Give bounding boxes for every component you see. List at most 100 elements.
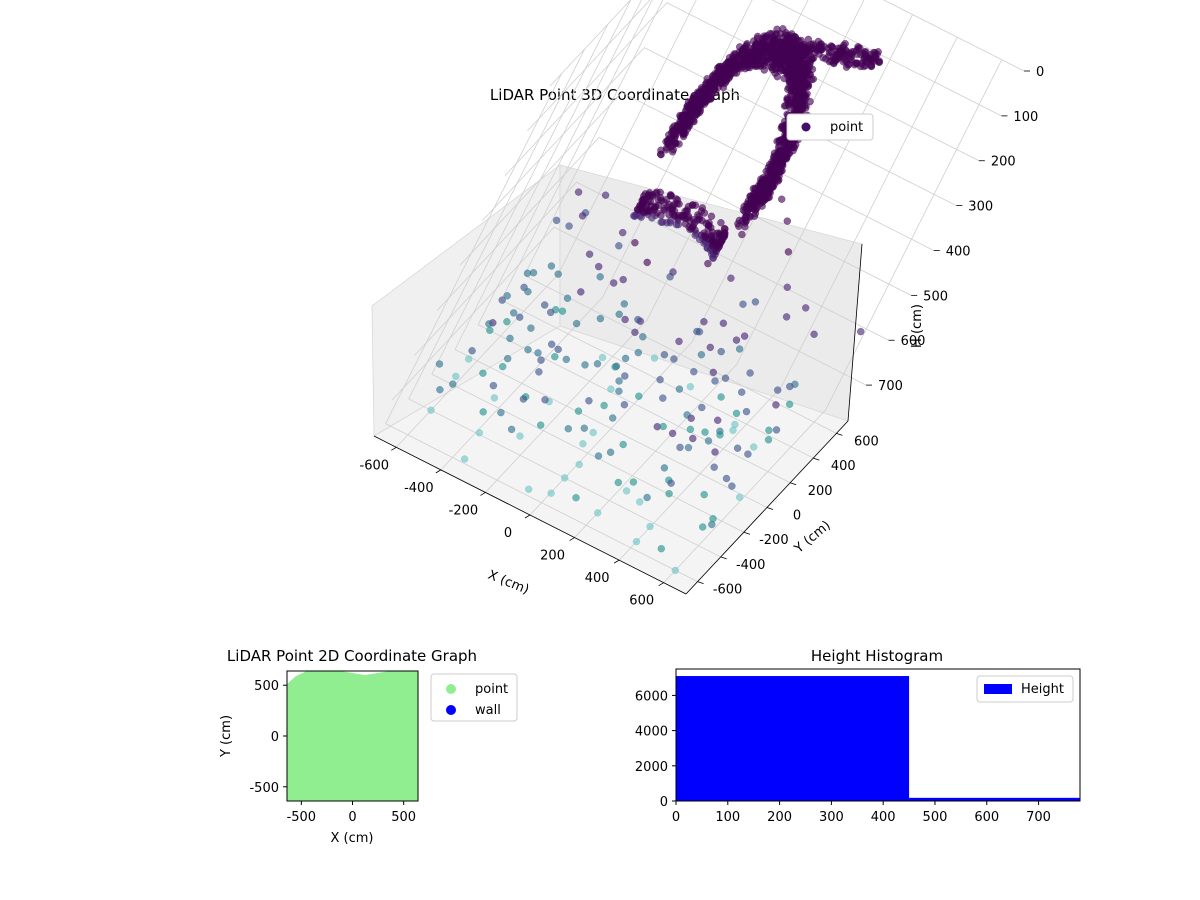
x-tick-label-histogram: 300 bbox=[819, 810, 844, 825]
point-3d bbox=[452, 372, 460, 381]
point-3d bbox=[677, 211, 686, 220]
y-tick-3d bbox=[813, 457, 820, 461]
point-3d bbox=[506, 334, 514, 343]
y-tick-label-3d: 400 bbox=[831, 459, 856, 474]
legend-2d-marker-point bbox=[446, 684, 456, 694]
gridline-h bbox=[527, 0, 1002, 132]
point-3d bbox=[608, 414, 617, 422]
point-3d bbox=[619, 275, 627, 284]
point-3d bbox=[683, 411, 691, 419]
x-tick-3d bbox=[480, 492, 486, 496]
x-tick-label-histogram: 700 bbox=[1026, 810, 1051, 825]
point-3d bbox=[593, 509, 602, 517]
x-axis-label-3d: X (cm) bbox=[486, 568, 531, 598]
point-3d bbox=[710, 463, 718, 471]
point-3d bbox=[436, 385, 444, 394]
point-3d bbox=[767, 63, 775, 71]
point-3d bbox=[615, 387, 623, 395]
point-3d bbox=[765, 175, 773, 183]
point-3d bbox=[698, 523, 707, 531]
point-3d bbox=[862, 48, 870, 56]
point-3d bbox=[524, 287, 532, 296]
point-3d bbox=[656, 188, 665, 197]
z-tick-label-3d: 700 bbox=[878, 379, 903, 394]
point-3d bbox=[639, 333, 647, 341]
point-3d bbox=[475, 429, 484, 437]
x-tick-label-histogram: 200 bbox=[767, 810, 792, 825]
point-3d bbox=[675, 337, 683, 346]
point-3d bbox=[786, 382, 794, 391]
point-3d bbox=[536, 421, 545, 429]
point-3d bbox=[704, 259, 712, 268]
point-3d bbox=[697, 207, 706, 215]
point-3d bbox=[707, 212, 716, 221]
x-tick-3d bbox=[569, 537, 575, 541]
point-3d bbox=[794, 46, 802, 55]
y-tick-label-3d: -200 bbox=[759, 533, 789, 548]
point-3d bbox=[547, 489, 555, 497]
point-3d bbox=[712, 88, 720, 96]
point-3d bbox=[572, 319, 581, 328]
x-tick-label-2d: 500 bbox=[391, 810, 416, 825]
gridline-y bbox=[454, 349, 768, 508]
legend-histogram-box bbox=[976, 675, 1074, 703]
point-3d bbox=[691, 201, 700, 210]
point-3d bbox=[585, 250, 594, 258]
chart-3d: LiDAR Point 3D Coordinate Graph -600-400… bbox=[360, 0, 1044, 609]
point-3d bbox=[782, 313, 791, 321]
point-3d bbox=[804, 64, 812, 73]
z-tick-label-3d: 300 bbox=[968, 200, 993, 215]
point-3d bbox=[489, 381, 498, 390]
point-3d bbox=[759, 179, 767, 187]
point-3d bbox=[672, 195, 680, 203]
y-tick-label-2d: 0 bbox=[271, 730, 279, 745]
point-3d bbox=[709, 368, 718, 377]
point-3d bbox=[700, 317, 708, 326]
point-3d bbox=[777, 39, 785, 47]
point-3d bbox=[479, 369, 487, 377]
point-3d bbox=[744, 450, 752, 458]
point-3d bbox=[726, 58, 734, 67]
point-3d bbox=[819, 54, 827, 62]
point-3d bbox=[460, 455, 469, 463]
point-3d bbox=[621, 354, 630, 363]
point-3d bbox=[742, 407, 751, 416]
point-3d bbox=[772, 401, 780, 409]
y-tick-label-3d: 0 bbox=[793, 509, 801, 524]
x-axis-label-2d: X (cm) bbox=[331, 831, 374, 846]
point-3d bbox=[783, 283, 792, 292]
legend-3d-marker bbox=[801, 122, 811, 132]
legend-2d: point wall bbox=[430, 673, 518, 722]
point-3d bbox=[618, 228, 627, 237]
point-3d bbox=[867, 61, 875, 69]
x-tick-3d bbox=[613, 559, 620, 564]
gridline-y-wall bbox=[524, 0, 664, 276]
point-3d bbox=[648, 214, 656, 222]
point-3d bbox=[749, 184, 758, 193]
point-3d bbox=[762, 58, 771, 66]
z-axis-line bbox=[847, 243, 863, 422]
point-3d bbox=[577, 288, 585, 296]
point-3d bbox=[733, 444, 742, 452]
point-3d bbox=[718, 235, 726, 244]
point-3d bbox=[746, 369, 754, 377]
point-3d bbox=[468, 347, 476, 355]
x-tick-label-histogram: 600 bbox=[974, 810, 999, 825]
point-3d bbox=[717, 218, 725, 227]
point-3d bbox=[671, 130, 679, 139]
gridline-x bbox=[529, 0, 865, 516]
x-tick-label-histogram: 0 bbox=[672, 810, 680, 825]
point-3d bbox=[874, 48, 882, 56]
gridline-h bbox=[391, 226, 867, 401]
point-3d bbox=[847, 55, 856, 64]
point-3d bbox=[689, 434, 697, 443]
point-3d bbox=[509, 309, 518, 317]
point-3d bbox=[589, 428, 597, 437]
y-axis-label-2d: Y (cm) bbox=[219, 715, 234, 758]
point-3d bbox=[777, 195, 786, 203]
point-3d bbox=[554, 345, 562, 354]
point-3d bbox=[815, 42, 824, 50]
point-3d bbox=[609, 279, 618, 287]
point-3d bbox=[856, 327, 865, 336]
point-3d bbox=[629, 478, 638, 486]
